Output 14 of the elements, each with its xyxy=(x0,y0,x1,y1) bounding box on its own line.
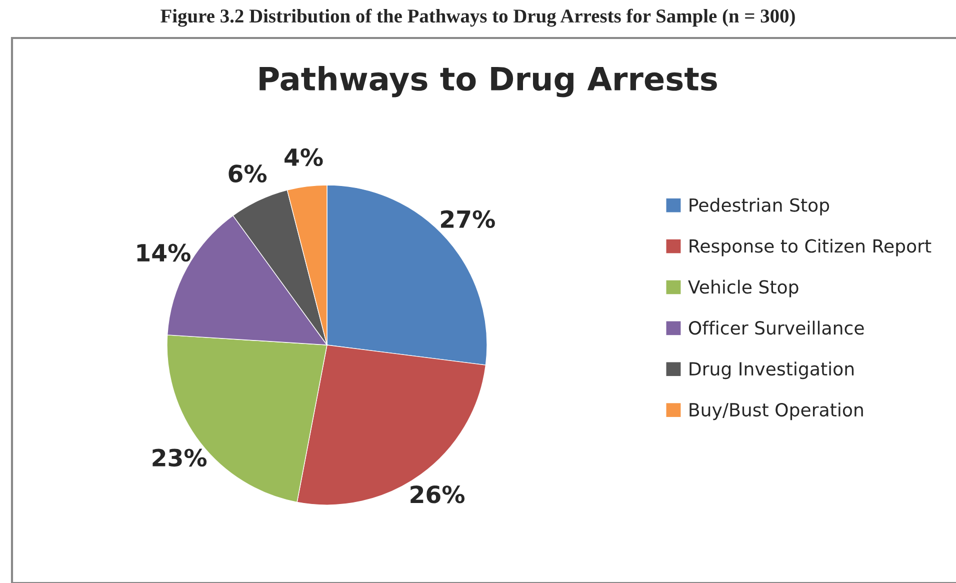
legend-label: Officer Surveillance xyxy=(688,320,864,335)
data-label: 27% xyxy=(441,210,495,228)
chart-title: Pathways to Drug Arrests xyxy=(260,66,717,98)
caption: Figure 3.2 Distribution of the Pathways to Drug Arrests for Sample (n = 300) xyxy=(160,8,795,27)
data-label: 14% xyxy=(137,244,190,262)
legend-label: Response to Citizen Report xyxy=(690,238,932,256)
data-label: 26% xyxy=(410,485,465,504)
legend-label: Buy/Bust Operation xyxy=(690,402,863,420)
legend-label: Vehicle Stop xyxy=(688,280,798,298)
data-label: 4% xyxy=(284,148,323,166)
legend-label: Drug Investigation xyxy=(690,362,854,380)
data-label: 23% xyxy=(152,448,207,467)
legend-label: Pedestrian Stop xyxy=(690,198,830,216)
data-label: 6% xyxy=(228,164,267,182)
